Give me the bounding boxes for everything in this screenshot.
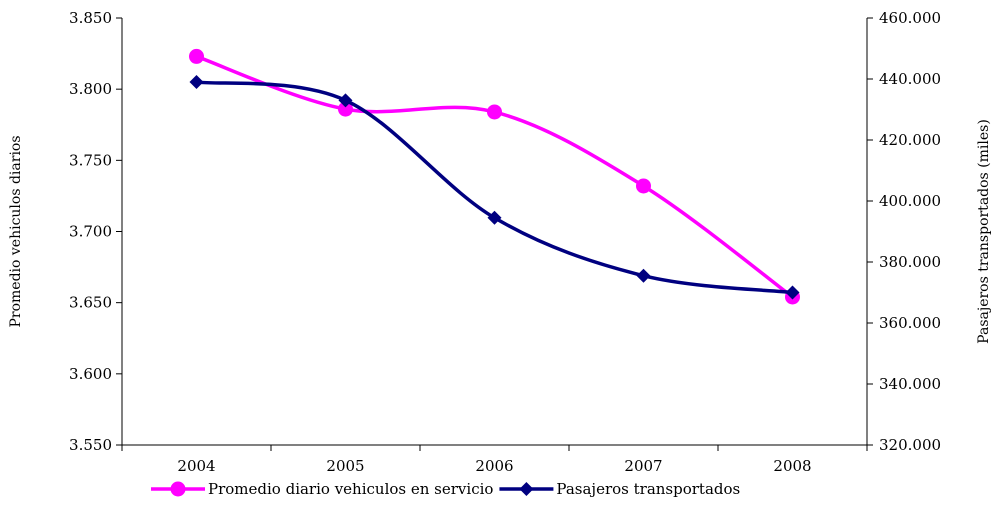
series-pasajeros-transportados [189, 75, 800, 300]
y-axis-right-title: Pasajeros transportados (miles) [976, 119, 991, 344]
y-left-tick-label: 3.700 [69, 223, 112, 241]
legend: Promedio diario vehiculos en servicio Pas… [151, 480, 740, 498]
y-left-tick-label: 3.750 [69, 151, 112, 169]
data-point [636, 178, 651, 194]
x-tick-label: 2006 [475, 457, 513, 475]
y-right-tick-label: 340.000 [879, 375, 941, 393]
data-point [487, 104, 502, 120]
legend-marker [519, 482, 534, 496]
legend-entry: Pasajeros transportados [499, 480, 740, 498]
y-left-tick-label: 3.850 [69, 9, 112, 27]
data-point [338, 93, 353, 108]
y-right-tick-label: 440.000 [879, 70, 941, 88]
x-tick-label: 2007 [624, 457, 662, 475]
y-left-tick-label: 3.650 [69, 294, 112, 312]
legend-label: Promedio diario vehiculos en servicio [208, 480, 493, 498]
y-left-tick-label: 3.800 [69, 80, 112, 98]
x-tick-label: 2005 [326, 457, 364, 475]
series-promedio-vehiculos [189, 48, 800, 305]
axes: 3.550 3.600 3.650 3.700 3.750 3.800 3.850 320.0… [8, 9, 991, 475]
plot-series [189, 48, 800, 305]
data-point [338, 101, 353, 117]
series-line [194, 54, 795, 299]
y-right-tick-label: 400.000 [879, 192, 941, 210]
y-right-tick-label: 380.000 [879, 253, 941, 271]
data-point [189, 48, 204, 64]
x-tick-label: 2008 [773, 457, 811, 475]
y-left-tick-label: 3.600 [69, 365, 112, 383]
data-point [487, 210, 502, 225]
x-tick-label: 2004 [177, 457, 215, 475]
y-right-tick-label: 320.000 [879, 436, 941, 454]
legend-label: Pasajeros transportados [556, 480, 740, 498]
y-right-tick-label: 420.000 [879, 131, 941, 149]
data-point [636, 268, 651, 283]
data-point [785, 285, 800, 300]
y-left-tick-label: 3.550 [69, 436, 112, 454]
y-axis-left-title: Promedio vehiculos diarios [8, 135, 24, 327]
y-right-tick-label: 360.000 [879, 314, 941, 332]
legend-marker [170, 481, 186, 497]
data-point [189, 75, 204, 90]
legend-entry: Promedio diario vehiculos en servicio [151, 480, 493, 498]
y-right-tick-label: 460.000 [879, 9, 941, 27]
